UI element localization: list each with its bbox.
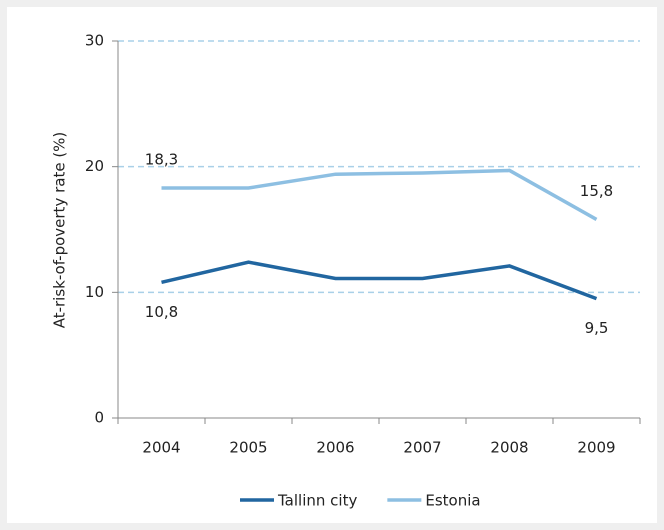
legend-label: Tallinn city (277, 492, 357, 510)
x-tick-label: 2007 (403, 439, 441, 457)
y-tick-label: 30 (85, 32, 104, 50)
x-tick-label: 2009 (577, 439, 615, 457)
x-tick-label: 2006 (316, 439, 354, 457)
legend-label: Estonia (425, 492, 480, 510)
x-tick-label: 2008 (490, 439, 528, 457)
value-label: 9,5 (585, 319, 609, 337)
panel (7, 7, 657, 523)
y-tick-label: 20 (85, 157, 104, 175)
x-tick-label: 2005 (229, 439, 267, 457)
y-tick-label: 10 (85, 283, 104, 301)
value-label: 15,8 (580, 182, 613, 200)
line (161, 168, 598, 221)
value-label: 10,8 (145, 303, 178, 321)
value-label: 18,3 (145, 151, 178, 169)
y-tick-label: 0 (94, 409, 104, 427)
line (161, 260, 598, 301)
x-tick-label: 2004 (142, 439, 180, 457)
y-axis-label: At-risk-of-poverty rate (%) (51, 132, 69, 329)
